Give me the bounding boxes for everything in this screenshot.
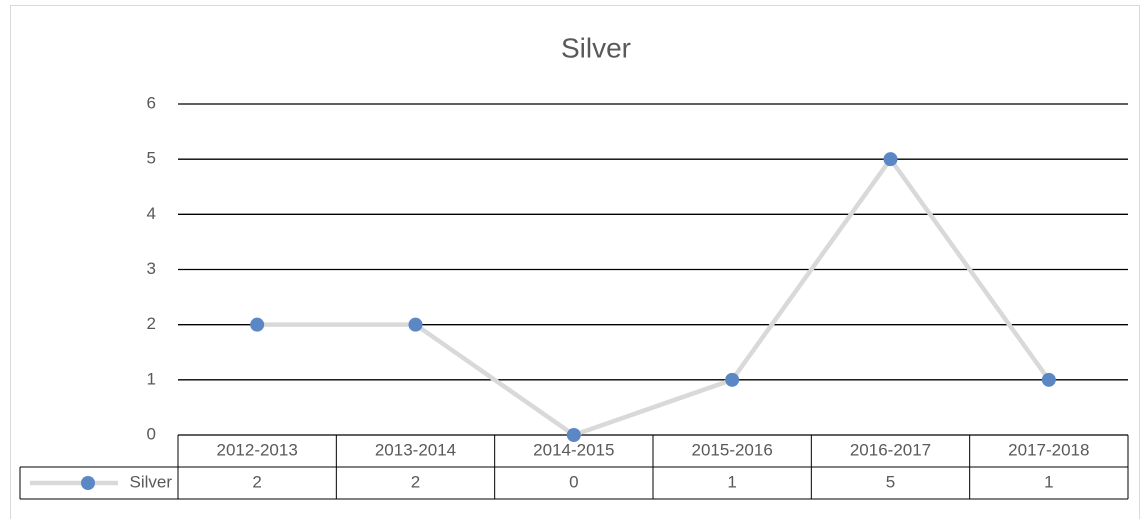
chart-title: Silver <box>561 32 631 63</box>
y-tick-label: 3 <box>147 259 156 278</box>
legend-label: Silver <box>129 472 172 491</box>
x-tick-label: 2017-2018 <box>1008 440 1089 459</box>
data-point <box>883 152 898 167</box>
data-point <box>725 372 740 387</box>
table-value: 2 <box>252 472 261 491</box>
y-tick-label: 2 <box>147 314 156 333</box>
table-value: 1 <box>1044 472 1053 491</box>
x-tick-label: 2013-2014 <box>375 440 456 459</box>
y-tick-label: 1 <box>147 369 156 388</box>
x-tick-label: 2012-2013 <box>217 440 298 459</box>
table-value: 2 <box>411 472 420 491</box>
y-tick-label: 5 <box>147 149 156 168</box>
legend-marker <box>81 476 95 490</box>
data-point <box>1041 372 1056 387</box>
series-line <box>257 156 1051 438</box>
table-value: 1 <box>727 472 736 491</box>
x-tick-label: 2016-2017 <box>850 440 931 459</box>
table-value: 0 <box>569 472 578 491</box>
data-point <box>408 317 423 332</box>
data-point <box>250 317 265 332</box>
x-tick-label: 2015-2016 <box>692 440 773 459</box>
table-value: 5 <box>886 472 895 491</box>
x-tick-label: 2014-2015 <box>533 440 614 459</box>
y-tick-label: 6 <box>147 93 156 112</box>
y-tick-label: 0 <box>147 424 156 443</box>
y-tick-label: 4 <box>147 204 156 223</box>
data-point <box>566 428 581 442</box>
